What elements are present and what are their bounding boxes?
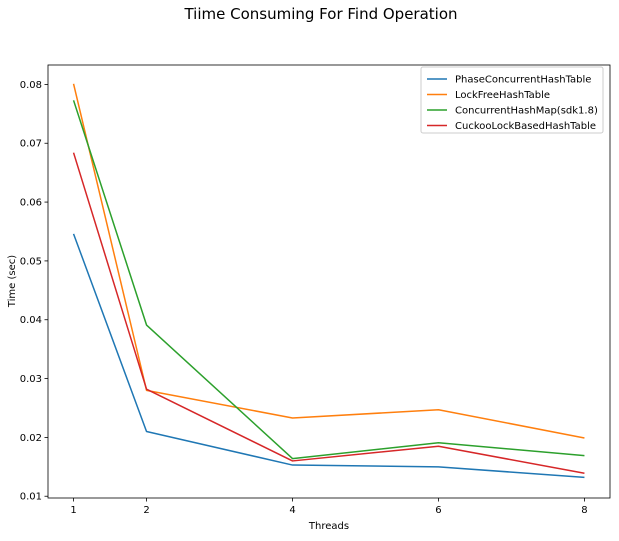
y-tick-label: 0.03 [20,374,42,385]
y-tick-label: 0.05 [20,256,42,267]
legend-items: PhaseConcurrentHashTable LockFreeHashTabl… [427,75,598,132]
series-line-lockfreehashtable [72,83,585,439]
series-line-phaseconcurrenthashtable [72,233,585,479]
y-tick-label: 0.02 [20,433,42,444]
legend-label: ConcurrentHashMap(sdk1.8) [455,106,598,117]
x-tick-label: 4 [289,505,295,516]
chart-title: Tiime Consuming For Find Operation [183,5,457,23]
y-tick-label: 0.07 [20,139,42,150]
series-line-concurrenthashmap-sdk1-8 [72,100,585,460]
series-line-cuckoolockbasedhashtable [72,152,585,475]
legend-label: LockFreeHashTable [455,90,550,101]
plot-area [47,64,611,499]
y-axis-ticks: 0.01 0.02 0.03 0.04 0.05 0.06 0.07 0.08 [20,80,48,503]
y-tick-label: 0.01 [20,492,42,503]
legend-label: PhaseConcurrentHashTable [455,75,591,86]
x-tick-label: 6 [435,505,441,516]
x-tick-label: 2 [143,505,149,516]
y-tick-label: 0.08 [20,80,42,91]
series-lines [72,83,585,479]
x-axis-label: Threads [308,521,349,532]
x-axis-ticks: 1 2 4 6 8 [70,498,588,516]
legend-label: CuckooLockBasedHashTable [455,121,596,132]
legend-box [420,66,604,134]
y-axis-label: Time (sec) [7,255,18,308]
y-tick-label: 0.06 [20,198,42,209]
x-tick-label: 8 [581,505,587,516]
x-tick-label: 1 [70,505,76,516]
legend: PhaseConcurrentHashTable LockFreeHashTabl… [420,66,604,134]
y-tick-label: 0.04 [20,315,42,326]
